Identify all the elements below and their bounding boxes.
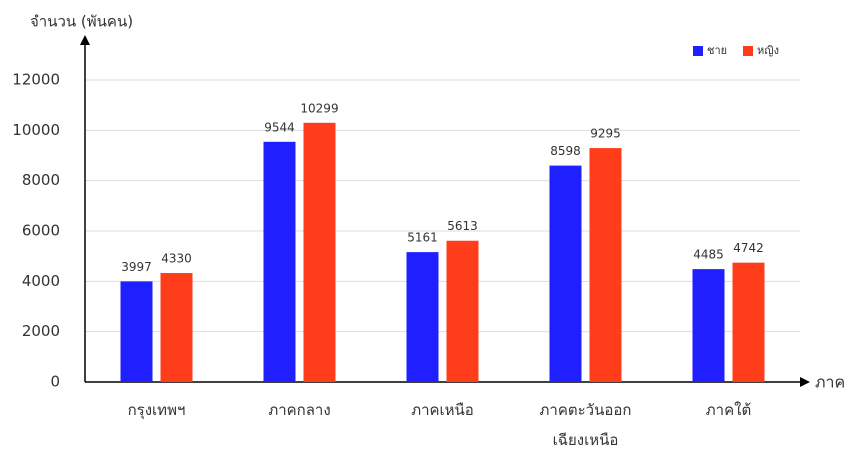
y-tick-label: 6000: [22, 222, 60, 240]
chart-container: จำนวน (พันคน) ภาค 0 2000 4000 6000 8000 10000…: [0, 0, 850, 450]
bar: [733, 263, 765, 382]
bar: [121, 281, 153, 382]
bar: [161, 273, 193, 382]
bar: [407, 252, 439, 382]
value-label: 10299: [300, 101, 338, 115]
bar: [304, 123, 336, 382]
value-label: 9295: [590, 127, 621, 141]
legend-label: ชาย: [707, 44, 727, 57]
y-tick-label: 4000: [22, 272, 60, 290]
bar: [590, 148, 622, 382]
value-label: 4485: [693, 248, 724, 262]
legend-swatch: [693, 46, 703, 56]
value-label: 3997: [121, 260, 152, 274]
y-axis-title: จำนวน (พันคน): [30, 13, 133, 31]
y-tick-label: 8000: [22, 171, 60, 189]
value-label: 4330: [161, 252, 192, 266]
x-tick-label: ภาคตะวันออกเฉียงเหนือ: [526, 395, 646, 455]
bar: [550, 166, 582, 382]
value-label: 5613: [447, 219, 478, 233]
value-label: 8598: [550, 144, 581, 158]
y-tick-label: 2000: [22, 322, 60, 340]
value-label: 4742: [733, 241, 764, 255]
x-tick-label: กรุงเทพฯ: [97, 395, 217, 425]
legend-label: หญิง: [757, 44, 779, 57]
y-tick-label: 10000: [12, 121, 60, 139]
legend-swatch: [743, 46, 753, 56]
value-label: 9544: [264, 120, 295, 134]
bar: [264, 142, 296, 382]
bar: [447, 241, 479, 382]
value-label: 5161: [407, 231, 438, 245]
chart: จำนวน (พันคน) ภาค 0 2000 4000 6000 8000 10000…: [0, 0, 850, 450]
x-tick-label: ภาคกลาง: [240, 395, 360, 425]
x-tick-label: ภาคใต้: [669, 395, 789, 425]
bar: [693, 269, 725, 382]
x-axis-title: ภาค: [815, 373, 845, 392]
y-tick-label: 12000: [12, 71, 60, 89]
x-tick-label: ภาคเหนือ: [383, 395, 503, 425]
y-tick-label: 0: [50, 373, 60, 391]
